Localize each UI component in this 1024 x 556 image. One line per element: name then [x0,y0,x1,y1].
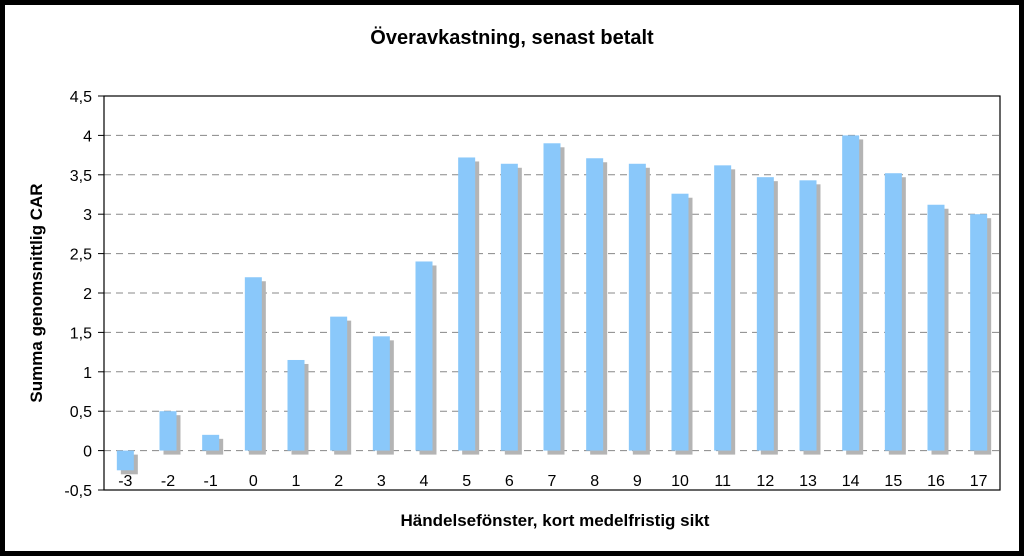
y-tick-label: 3 [83,207,92,224]
y-tick-label: 2,5 [70,247,92,264]
x-tick-label: 14 [842,473,860,490]
chart-title: Överavkastning, senast betalt [370,26,654,49]
y-tick-label: 4,5 [70,89,92,106]
y-tick-label: 3,5 [70,168,92,185]
x-tick-label: 0 [249,473,258,490]
bar [159,411,177,451]
bar [714,165,732,451]
bar [799,180,817,451]
y-tick-label: -0,5 [64,483,92,500]
x-tick-label: 9 [633,473,642,490]
y-tick-label: 0 [83,444,92,461]
y-tick-label: 4 [83,128,92,145]
x-tick-label: 5 [462,473,471,490]
x-tick-label: 10 [671,473,689,490]
x-tick-label: 11 [714,473,731,490]
x-tick-label: 8 [590,473,599,490]
x-tick-label: 6 [505,473,514,490]
bar [628,163,646,451]
x-tick-label: -1 [204,473,218,490]
y-tick-label: 2 [83,286,92,303]
bar [372,336,390,451]
x-axis-label: Händelsefönster, kort medelfristig sikt [401,511,710,530]
x-tick-label: 12 [756,473,774,490]
bar [116,450,134,471]
x-tick-label: -2 [161,473,175,490]
bar [927,204,945,451]
x-tick-label: 17 [970,473,988,490]
bars [116,135,992,475]
x-tick-label: 4 [420,473,429,490]
x-tick-label: 13 [799,473,817,490]
bar [671,193,689,451]
y-tick-label: 1 [83,365,92,382]
y-axis-label: Summa genomsnittlig CAR [27,183,46,402]
y-tick-label: 1,5 [70,325,92,342]
x-tick-label: 7 [548,473,557,490]
bar [756,177,774,451]
x-tick-label: 15 [884,473,902,490]
x-tick-labels: -3 -2 -1 0 1 2 3 4 5 6 7 8 9 10 11 12 13 14 15 16 17 [118,473,987,490]
bar [586,158,604,451]
x-tick-label: 16 [927,473,945,490]
x-tick-label: 1 [292,473,301,490]
y-tick-labels: -0,5 0 0,5 1 1,5 2 2,5 3 3,5 4 4,5 [64,89,104,500]
bar [543,143,561,451]
y-tick-label: 0,5 [70,404,92,421]
bar [884,173,902,451]
bar [415,261,433,451]
bar [330,316,348,451]
bar [500,163,518,451]
bar [244,277,262,451]
x-tick-label: -3 [118,473,132,490]
bar [970,214,988,451]
bar [202,434,220,451]
x-tick-label: 3 [377,473,386,490]
bar [458,157,476,451]
bar [287,359,305,451]
x-tick-label: 2 [334,473,343,490]
bar [842,135,860,451]
